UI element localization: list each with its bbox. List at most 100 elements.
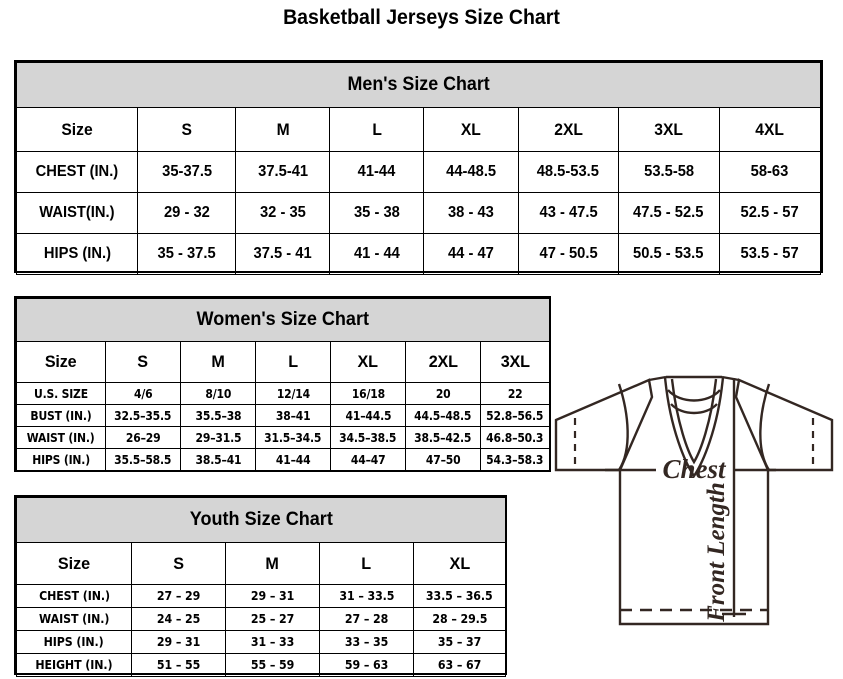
table-cell: 35.5–58.5 xyxy=(105,448,181,471)
table-cell: 24 – 25 xyxy=(131,607,226,631)
table-cell: 44.5–48.5 xyxy=(405,404,481,427)
table-cell: 47.5 - 52.5 xyxy=(617,192,720,234)
page-title: Basketball Jerseys Size Chart xyxy=(283,6,560,29)
mens-banner-row: Men's Size Chart xyxy=(16,62,821,108)
womens-col-header-m: M xyxy=(180,341,256,383)
youth-col-header-size: Size xyxy=(16,542,132,585)
right-armhole-curve xyxy=(759,383,771,471)
table-cell: 43 - 47.5 xyxy=(517,192,619,234)
table-cell: 37.5 - 41 xyxy=(235,233,331,275)
table-cell: 50.5 - 53.5 xyxy=(617,233,720,275)
table-cell: 52.8–56.5 xyxy=(480,404,550,427)
table-row: BUST (IN.) 32.5–35.5 35.5–38 38–41 41–44… xyxy=(16,404,550,427)
table-cell: 44–47 xyxy=(330,448,406,471)
table-cell: 33.5 – 36.5 xyxy=(412,584,507,608)
table-cell: 31.5–34.5 xyxy=(255,426,331,449)
table-cell: 27 – 28 xyxy=(319,607,414,631)
left-sleeve-outline xyxy=(554,378,654,472)
table-cell: 55 – 59 xyxy=(225,653,320,677)
mens-col-header-m: M xyxy=(235,107,331,152)
youth-chart-banner-text: Youth Size Chart xyxy=(189,509,333,530)
table-cell: 29 – 31 xyxy=(225,584,320,608)
collar-rib-curve-lower xyxy=(670,403,718,415)
table-cell: 41–44 xyxy=(255,448,331,471)
collar-rib-curve-upper xyxy=(667,389,721,402)
womens-row-label-bust: BUST (IN.) xyxy=(16,404,106,427)
womens-chart-banner-text: Women's Size Chart xyxy=(196,309,370,330)
youth-row-label-height: HEIGHT (IN.) xyxy=(16,653,132,677)
table-cell: 12/14 xyxy=(255,382,331,405)
table-cell: 59 – 63 xyxy=(319,653,414,677)
mens-row-label-waist: WAIST(IN.) xyxy=(15,192,139,234)
table-cell: 4/6 xyxy=(105,382,181,405)
mens-col-header-4xl: 4XL xyxy=(718,107,822,152)
womens-col-header-2xl: 2XL xyxy=(405,341,481,383)
front-length-dimension-label: Front Length xyxy=(703,482,730,623)
table-cell: 63 – 67 xyxy=(412,653,507,677)
youth-col-header-l: L xyxy=(319,542,414,585)
youth-header-row: Size S M L XL xyxy=(16,542,507,585)
table-cell: 32 - 35 xyxy=(235,192,331,234)
youth-row-label-chest: CHEST (IN.) xyxy=(16,584,132,608)
neckline-outer-v xyxy=(663,376,725,479)
table-cell: 53.5 - 57 xyxy=(718,233,822,275)
womens-chart-banner: Women's Size Chart xyxy=(16,298,550,342)
table-cell: 38–41 xyxy=(255,404,331,427)
mens-col-header-l: L xyxy=(329,107,425,152)
table-cell: 26–29 xyxy=(105,426,181,449)
youth-col-header-m: M xyxy=(225,542,320,585)
youth-col-header-s: S xyxy=(131,542,226,585)
table-cell: 32.5–35.5 xyxy=(105,404,181,427)
mens-chart-banner-text: Men's Size Chart xyxy=(347,74,490,95)
table-cell: 35-37.5 xyxy=(137,151,237,193)
neckline-inner-v xyxy=(670,378,718,465)
table-cell: 8/10 xyxy=(180,382,256,405)
youth-row-label-waist: WAIST (IN.) xyxy=(16,607,132,631)
right-shoulder-seam xyxy=(721,375,740,382)
table-cell: 29 – 31 xyxy=(131,630,226,654)
table-cell: 48.5-53.5 xyxy=(517,151,619,193)
table-cell: 38 - 43 xyxy=(423,192,519,234)
mens-row-label-hips: HIPS (IN.) xyxy=(15,233,139,275)
table-row: HIPS (IN.) 29 – 31 31 – 33 33 – 35 35 – … xyxy=(16,630,507,654)
table-row: CHEST (IN.) 35-37.5 37.5-41 41-44 44-48.… xyxy=(15,151,822,193)
table-cell: 33 – 35 xyxy=(319,630,414,654)
mens-col-header-s: S xyxy=(137,107,237,152)
mens-chart-banner: Men's Size Chart xyxy=(16,62,821,108)
table-cell: 34.5–38.5 xyxy=(330,426,406,449)
table-cell: 28 – 29.5 xyxy=(412,607,507,631)
mens-size-chart-table: Men's Size Chart Size S M L XL 2XL 3XL 4… xyxy=(14,60,823,275)
table-cell: 20 xyxy=(405,382,481,405)
chest-dimension-label: Chest xyxy=(662,454,727,484)
womens-header-row: Size S M L XL 2XL 3XL xyxy=(16,341,550,383)
table-cell: 58-63 xyxy=(718,151,822,193)
mens-col-header-size: Size xyxy=(15,107,139,152)
table-cell: 31 – 33 xyxy=(225,630,320,654)
jersey-measurement-diagram: Chest Front Length xyxy=(548,352,840,640)
jersey-illustration-svg: Chest Front Length xyxy=(554,375,834,626)
left-shoulder-seam xyxy=(648,375,667,382)
table-row: WAIST (IN.) 26–29 29–31.5 31.5–34.5 34.5… xyxy=(16,426,550,449)
body-outline xyxy=(618,470,770,626)
table-cell: 41 - 44 xyxy=(329,233,425,275)
womens-col-header-3xl: 3XL xyxy=(480,341,550,383)
table-cell: 27 – 29 xyxy=(131,584,226,608)
table-row: U.S. SIZE 4/6 8/10 12/14 16/18 20 22 xyxy=(16,382,550,405)
table-cell: 22 xyxy=(480,382,550,405)
table-cell: 44 - 47 xyxy=(423,233,519,275)
table-row: CHEST (IN.) 27 – 29 29 – 31 31 – 33.5 33… xyxy=(16,584,507,608)
table-cell: 35 - 38 xyxy=(329,192,425,234)
table-cell: 29–31.5 xyxy=(180,426,256,449)
mens-col-header-3xl: 3XL xyxy=(617,107,720,152)
table-cell: 44-48.5 xyxy=(423,151,519,193)
table-cell: 53.5-58 xyxy=(617,151,720,193)
table-cell: 38.5–42.5 xyxy=(405,426,481,449)
mens-col-header-xl: XL xyxy=(423,107,519,152)
womens-size-chart: Women's Size Chart Size S M L XL 2XL 3XL… xyxy=(16,298,550,471)
table-cell: 35.5–38 xyxy=(180,404,256,427)
womens-col-header-xl: XL xyxy=(330,341,406,383)
table-cell: 31 – 33.5 xyxy=(319,584,414,608)
table-cell: 47–50 xyxy=(405,448,481,471)
mens-header-row: Size S M L XL 2XL 3XL 4XL xyxy=(15,107,822,152)
youth-size-chart-table: Youth Size Chart Size S M L XL CHEST (IN… xyxy=(14,495,507,677)
